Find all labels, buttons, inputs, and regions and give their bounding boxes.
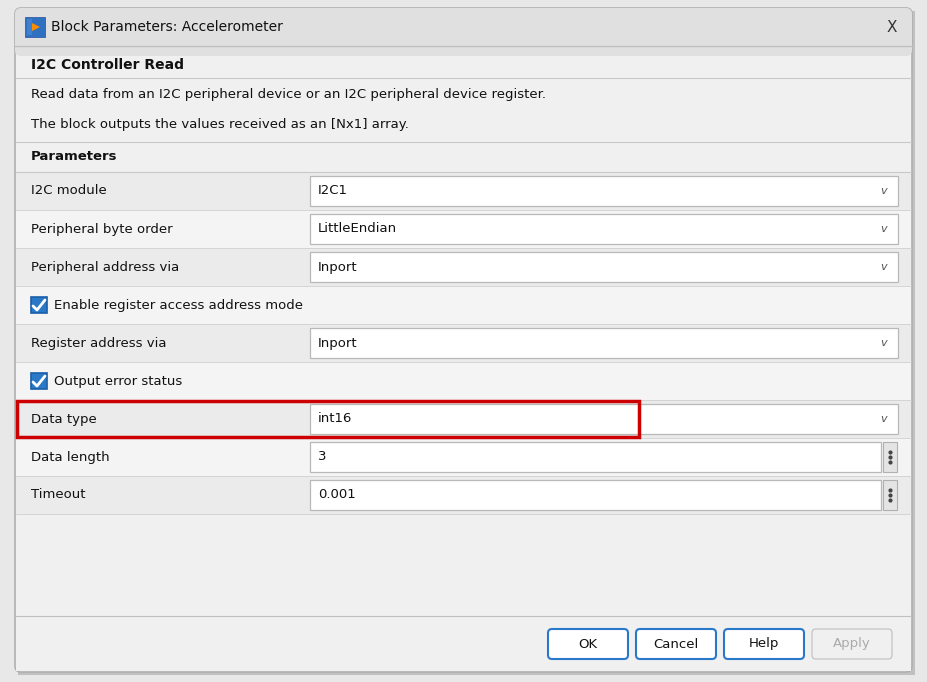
Bar	[16, 286, 911, 324]
Text: I2C1: I2C1	[318, 185, 348, 198]
Bar	[310, 480, 881, 510]
Text: 0.001: 0.001	[318, 488, 356, 501]
Text: Enable register access address mode: Enable register access address mode	[54, 299, 303, 312]
Text: Data length: Data length	[31, 451, 109, 464]
Text: Apply: Apply	[833, 638, 870, 651]
Bar	[16, 438, 911, 476]
Text: int16: int16	[318, 413, 352, 426]
Text: X: X	[887, 20, 897, 35]
Bar	[310, 442, 881, 472]
Bar	[16, 248, 911, 286]
Bar	[16, 476, 911, 514]
Bar	[883, 480, 897, 510]
Text: v: v	[881, 338, 887, 348]
Bar	[27, 19, 32, 35]
Text: Timeout: Timeout	[31, 488, 85, 501]
FancyBboxPatch shape	[15, 8, 912, 56]
Bar	[16, 210, 911, 248]
Bar	[31, 373, 47, 389]
Bar	[16, 27, 911, 51]
Bar	[17, 401, 640, 437]
Bar	[31, 297, 47, 313]
Text: OK: OK	[578, 638, 598, 651]
Text: The block outputs the values received as an [Nx1] array.: The block outputs the values received as…	[31, 118, 409, 131]
Text: v: v	[881, 186, 887, 196]
Text: Block Parameters: Accelerometer: Block Parameters: Accelerometer	[51, 20, 283, 34]
Text: Peripheral byte order: Peripheral byte order	[31, 222, 172, 235]
Text: LittleEndian: LittleEndian	[318, 222, 397, 235]
Text: 3: 3	[318, 451, 326, 464]
Text: Cancel: Cancel	[654, 638, 699, 651]
Text: v: v	[881, 262, 887, 272]
Text: I2C Controller Read: I2C Controller Read	[31, 58, 184, 72]
Bar	[310, 328, 898, 358]
FancyBboxPatch shape	[636, 629, 716, 659]
Polygon shape	[28, 21, 40, 33]
Text: Data type: Data type	[31, 413, 96, 426]
Bar	[25, 17, 45, 37]
Text: Help: Help	[749, 638, 780, 651]
Text: v: v	[881, 224, 887, 234]
Bar	[16, 514, 911, 671]
FancyBboxPatch shape	[812, 629, 892, 659]
Text: v: v	[881, 414, 887, 424]
FancyBboxPatch shape	[548, 629, 628, 659]
Text: Inport: Inport	[318, 336, 358, 349]
Text: Register address via: Register address via	[31, 336, 167, 349]
Bar	[16, 172, 911, 210]
FancyBboxPatch shape	[724, 629, 804, 659]
Bar	[310, 252, 898, 282]
Bar	[310, 176, 898, 206]
Bar	[310, 214, 898, 244]
Text: Inport: Inport	[318, 261, 358, 273]
FancyBboxPatch shape	[15, 8, 912, 672]
Text: I2C module: I2C module	[31, 185, 107, 198]
Bar	[16, 400, 911, 438]
Text: Parameters: Parameters	[31, 150, 118, 163]
Text: Peripheral address via: Peripheral address via	[31, 261, 179, 273]
Bar	[16, 362, 911, 400]
Bar	[883, 442, 897, 472]
Text: Read data from an I2C peripheral device or an I2C peripheral device register.: Read data from an I2C peripheral device …	[31, 88, 546, 101]
Text: Output error status: Output error status	[54, 374, 183, 387]
Bar	[310, 404, 898, 434]
Bar	[16, 324, 911, 362]
